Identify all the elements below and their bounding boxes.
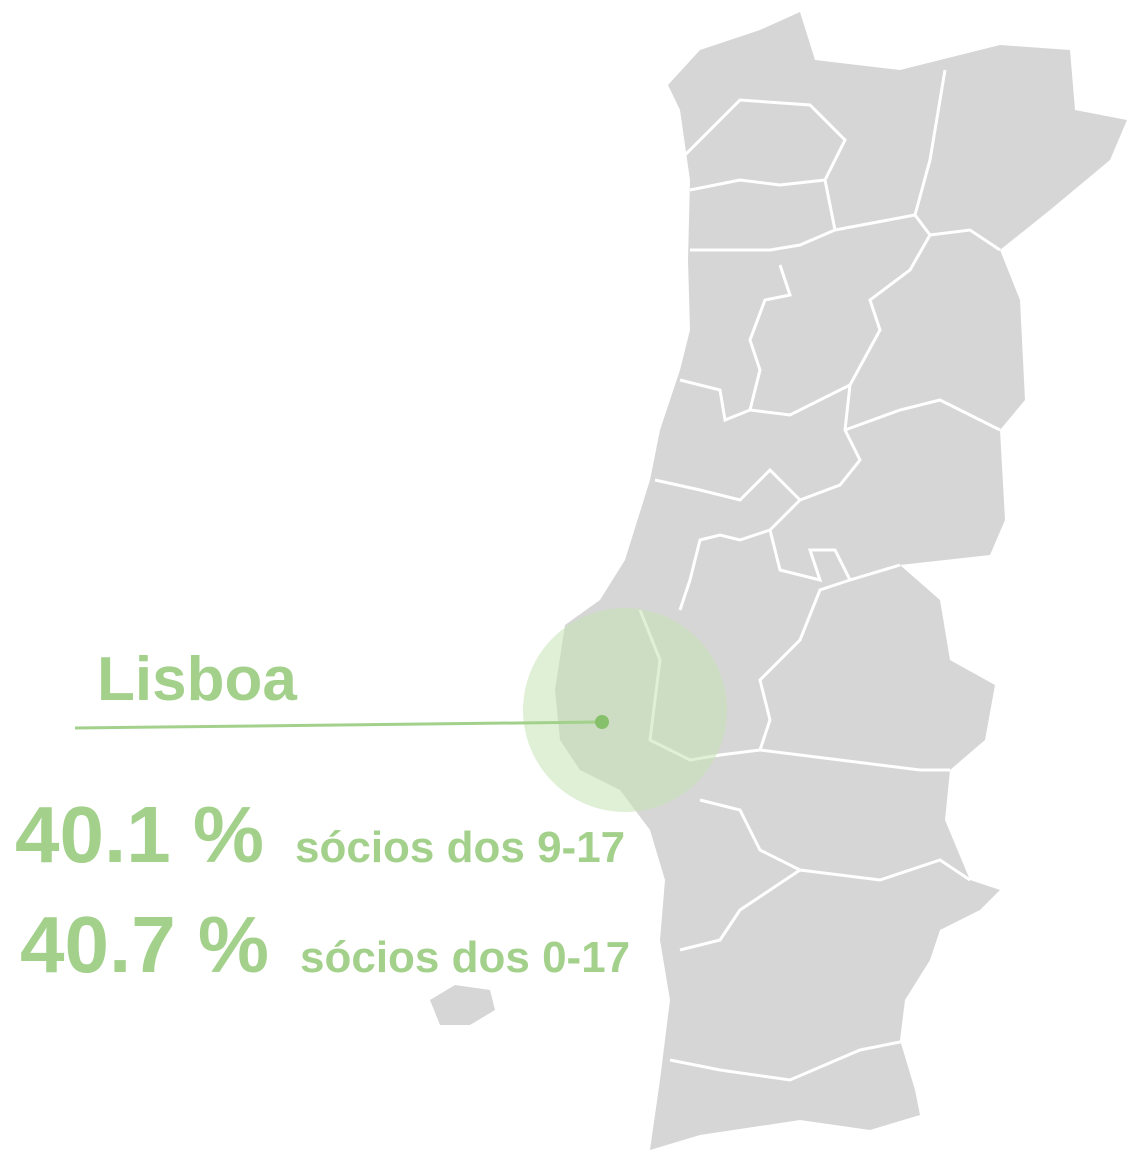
portugal-map [430, 12, 1127, 1150]
stat-value: 40.7 % [20, 900, 269, 989]
leader-line [74, 720, 603, 730]
region-name: Lisboa [97, 645, 297, 714]
stat-label: sócios dos 9-17 [295, 823, 625, 872]
highlight-circle [523, 608, 727, 812]
district-borders [638, 69, 1001, 1082]
island [430, 985, 495, 1025]
country-shape [555, 12, 1127, 1150]
stat-value: 40.1 % [15, 790, 264, 879]
location-dot [595, 715, 609, 729]
stat-label: sócios dos 0-17 [300, 933, 630, 982]
